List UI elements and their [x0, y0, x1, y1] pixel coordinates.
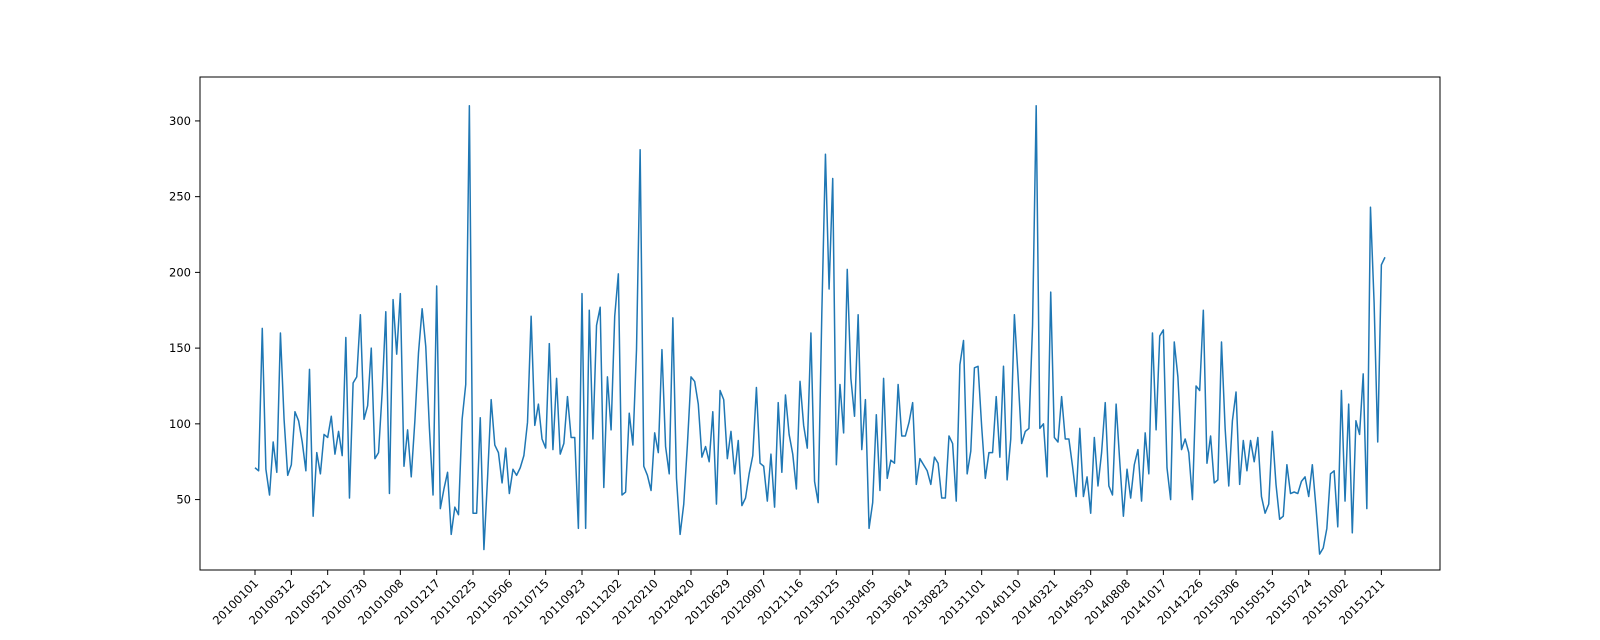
y-axis: 50 100 150 200 250 300 [169, 114, 200, 507]
y-tick-label: 50 [176, 493, 191, 507]
y-tick-label: 150 [169, 341, 191, 355]
plot-area [199, 76, 1441, 571]
series-line [254, 105, 1386, 555]
x-axis: 2010010120100312201005212010073020101008… [210, 570, 1387, 628]
y-tick-label: 200 [169, 265, 191, 279]
y-tick-label: 250 [169, 190, 191, 204]
y-tick-label: 300 [169, 114, 191, 128]
y-tick-label: 100 [169, 417, 191, 431]
